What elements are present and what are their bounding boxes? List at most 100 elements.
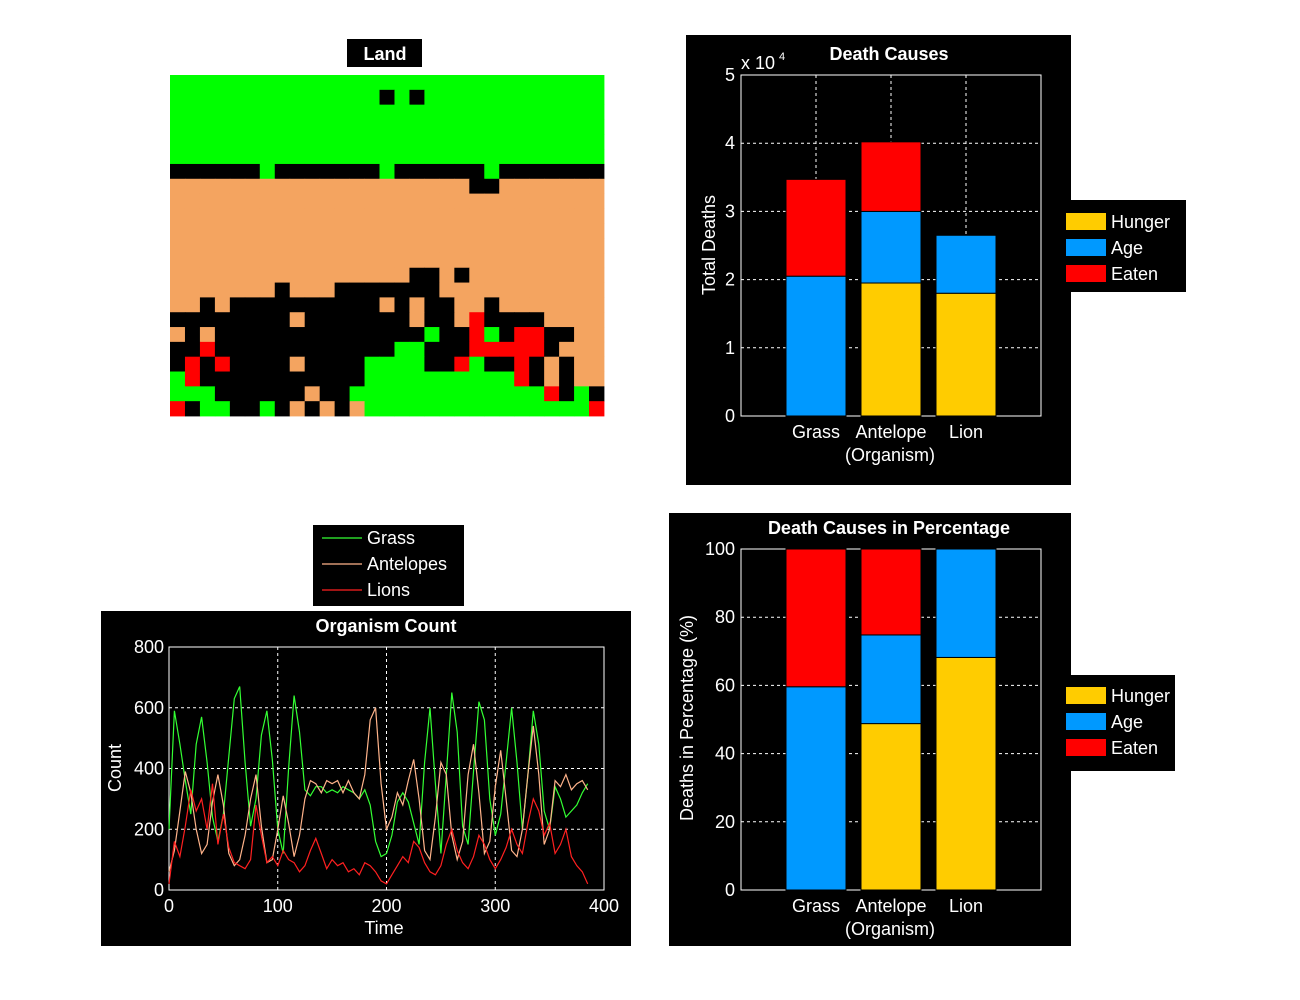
land-cell-empty [184,341,201,358]
land-cell-sand [559,341,575,358]
land-cell-grass [394,371,410,387]
land-cell-sand [244,208,261,224]
land-cell-sand [334,193,350,209]
land-cell-grass [259,149,276,165]
land-cell-sand [574,282,590,298]
land-cell-empty [319,312,336,328]
land-cell-empty [349,327,365,343]
legend-label-grass: Grass [367,528,415,548]
land-cell-grass [394,356,410,372]
land-cell-grass [244,75,261,91]
land-cell-grass [334,149,350,165]
land-cell-grass [334,89,350,106]
land-title: Land [364,44,407,64]
land-cell-grass [454,371,470,387]
land-cell-sand [394,252,410,269]
land-cell-empty [244,401,261,417]
land-cell-sand [244,193,261,209]
land-cell-sand [454,193,470,209]
land-cell-sand [529,267,545,283]
land-cell-grass [484,134,500,150]
land-cell-sand [334,223,350,239]
land-cell-sand [394,223,410,239]
percentage-axes: 0 20 40 60 80 100 Grass Antelope Lion [705,539,1042,916]
land-cell-sand [469,238,485,254]
y-tick-label: 20 [715,812,735,832]
land-cell-grass [424,89,440,106]
y-tick-label: 400 [134,759,164,779]
land-cell-sand [484,252,500,269]
bar-segment-age [785,275,847,417]
land-cell-sand [170,193,186,209]
land-cell-grass [544,401,560,417]
land-cell-grass [184,75,201,91]
land-cell-sand [349,223,365,239]
land-cell-empty [229,297,246,313]
land-cell-grass [214,75,231,91]
land-cell-grass [574,89,590,106]
land-cell-empty [214,386,231,402]
land-cell-grass [379,104,395,120]
land-cell-sand [229,282,246,298]
land-cell-sand [589,371,605,387]
land-cell-sand [289,282,306,298]
land-cell-grass [379,149,395,165]
land-cell-sand [289,238,306,254]
land-cell-grass [349,119,365,135]
land-cell-grass [379,134,395,150]
land-cell-grass [259,89,276,106]
land-cell-empty [199,297,216,313]
land-cell-grass [349,149,365,165]
land-cell-empty [259,386,276,402]
land-cell-sand [544,267,560,283]
land-cell-grass [574,75,590,91]
land-cell-sand [319,238,336,254]
land-cell-sand [199,282,216,298]
land-cell-lion [589,401,605,417]
land-cell-sand [529,193,545,209]
land-cell-sand [379,238,395,254]
land-cell-grass [514,386,530,402]
land-cell-sand [304,208,321,224]
land-cell-grass [484,327,500,343]
land-cell-grass [229,134,246,150]
land-cell-sand [229,238,246,254]
land-cell-empty [394,297,410,313]
land-cell-sand [364,267,380,283]
land-cell-empty [170,341,186,358]
land-cell-empty [199,356,216,372]
land-cell-sand [514,267,530,283]
land-cell-sand [409,238,425,254]
land-cell-sand [514,178,530,195]
land-cell-sand [544,238,560,254]
bar-segment-hunger [935,656,997,891]
land-cell-grass [289,75,306,91]
land-cell-sand [484,208,500,224]
land-cell-grass [559,149,575,165]
land-cell-sand [170,267,186,283]
land-cell-grass [454,401,470,417]
land-cell-empty [274,341,291,358]
land-cell-empty [274,163,291,180]
land-cell-grass [364,386,380,402]
land-cell-empty [274,297,291,313]
land-cell-sand [454,252,470,269]
land-cell-grass [214,104,231,120]
legend-swatch-age [1066,713,1106,730]
land-cell-grass [334,104,350,120]
land-cell-sand [544,252,560,269]
land-cell-empty [289,163,306,180]
land-cell-sand [364,208,380,224]
land-cell-grass [409,134,425,150]
land-cell-empty [589,163,605,180]
land-cell-empty [319,371,336,387]
land-cell-sand [559,223,575,239]
land-cell-grass [364,134,380,150]
land-cell-grass [469,75,485,91]
land-cell-sand [170,238,186,254]
land-cell-sand [184,238,201,254]
land-cell-empty [319,341,336,358]
x-tick-label: Grass [792,896,840,916]
land-cell-sand [334,178,350,195]
land-cell-grass [439,401,455,417]
